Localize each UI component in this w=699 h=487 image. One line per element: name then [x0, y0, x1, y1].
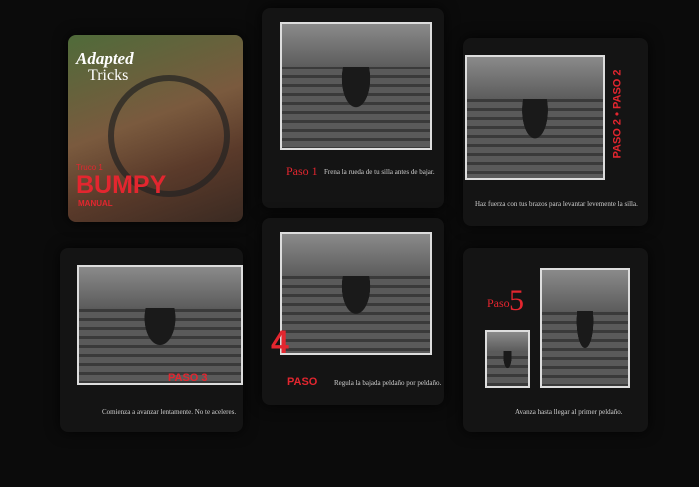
step-photo: [280, 232, 432, 355]
step-caption: Avanza hasta llegar al primer peldaño.: [515, 408, 623, 416]
step-photo: [465, 55, 605, 180]
step-card: Paso 5 Avanza hasta llegar al primer pel…: [463, 248, 648, 432]
cover-headline: BUMPY: [76, 171, 167, 199]
step-number: 4: [271, 324, 289, 360]
cover-subheadline: MANUAL: [78, 199, 113, 208]
step-label: PASO 3: [168, 372, 208, 384]
step-label: PASO 2 • PASO 2: [611, 69, 624, 159]
step-photo: [280, 22, 432, 150]
cover-title-2: Tricks: [88, 67, 129, 84]
step-caption: Comienza a avanzar lentamente. No te ace…: [102, 408, 237, 416]
step-caption: Regula la bajada peldaño por peldaño.: [334, 379, 442, 387]
step-label: Paso 1: [286, 164, 318, 178]
cover-kicker: Truco 1: [76, 163, 103, 172]
step-card: 4 PASO Regula la bajada peldaño por peld…: [262, 218, 444, 405]
step-photo: [540, 268, 630, 388]
step-caption: Haz fuerza con tus brazos para levantar …: [475, 200, 638, 208]
step-caption: Frena la rueda de tu silla antes de baja…: [324, 168, 435, 176]
cover-photo: [108, 75, 230, 197]
step-photo: [485, 330, 530, 388]
step-number: 5: [509, 284, 524, 317]
step-label: Paso: [487, 296, 510, 310]
step-card: PASO 3 Comienza a avanzar lentamente. No…: [60, 248, 243, 432]
step-card: Paso 1 Frena la rueda de tu silla antes …: [262, 8, 444, 208]
step-card: PASO 2 • PASO 2 Haz fuerza con tus brazo…: [463, 38, 648, 226]
step-photo: [77, 265, 243, 385]
cover-title-1: Adapted: [76, 49, 134, 68]
step-label: PASO: [287, 376, 318, 388]
cover-card: Adapted Tricks Sebastián Ezaro Truco 1 B…: [68, 35, 243, 222]
